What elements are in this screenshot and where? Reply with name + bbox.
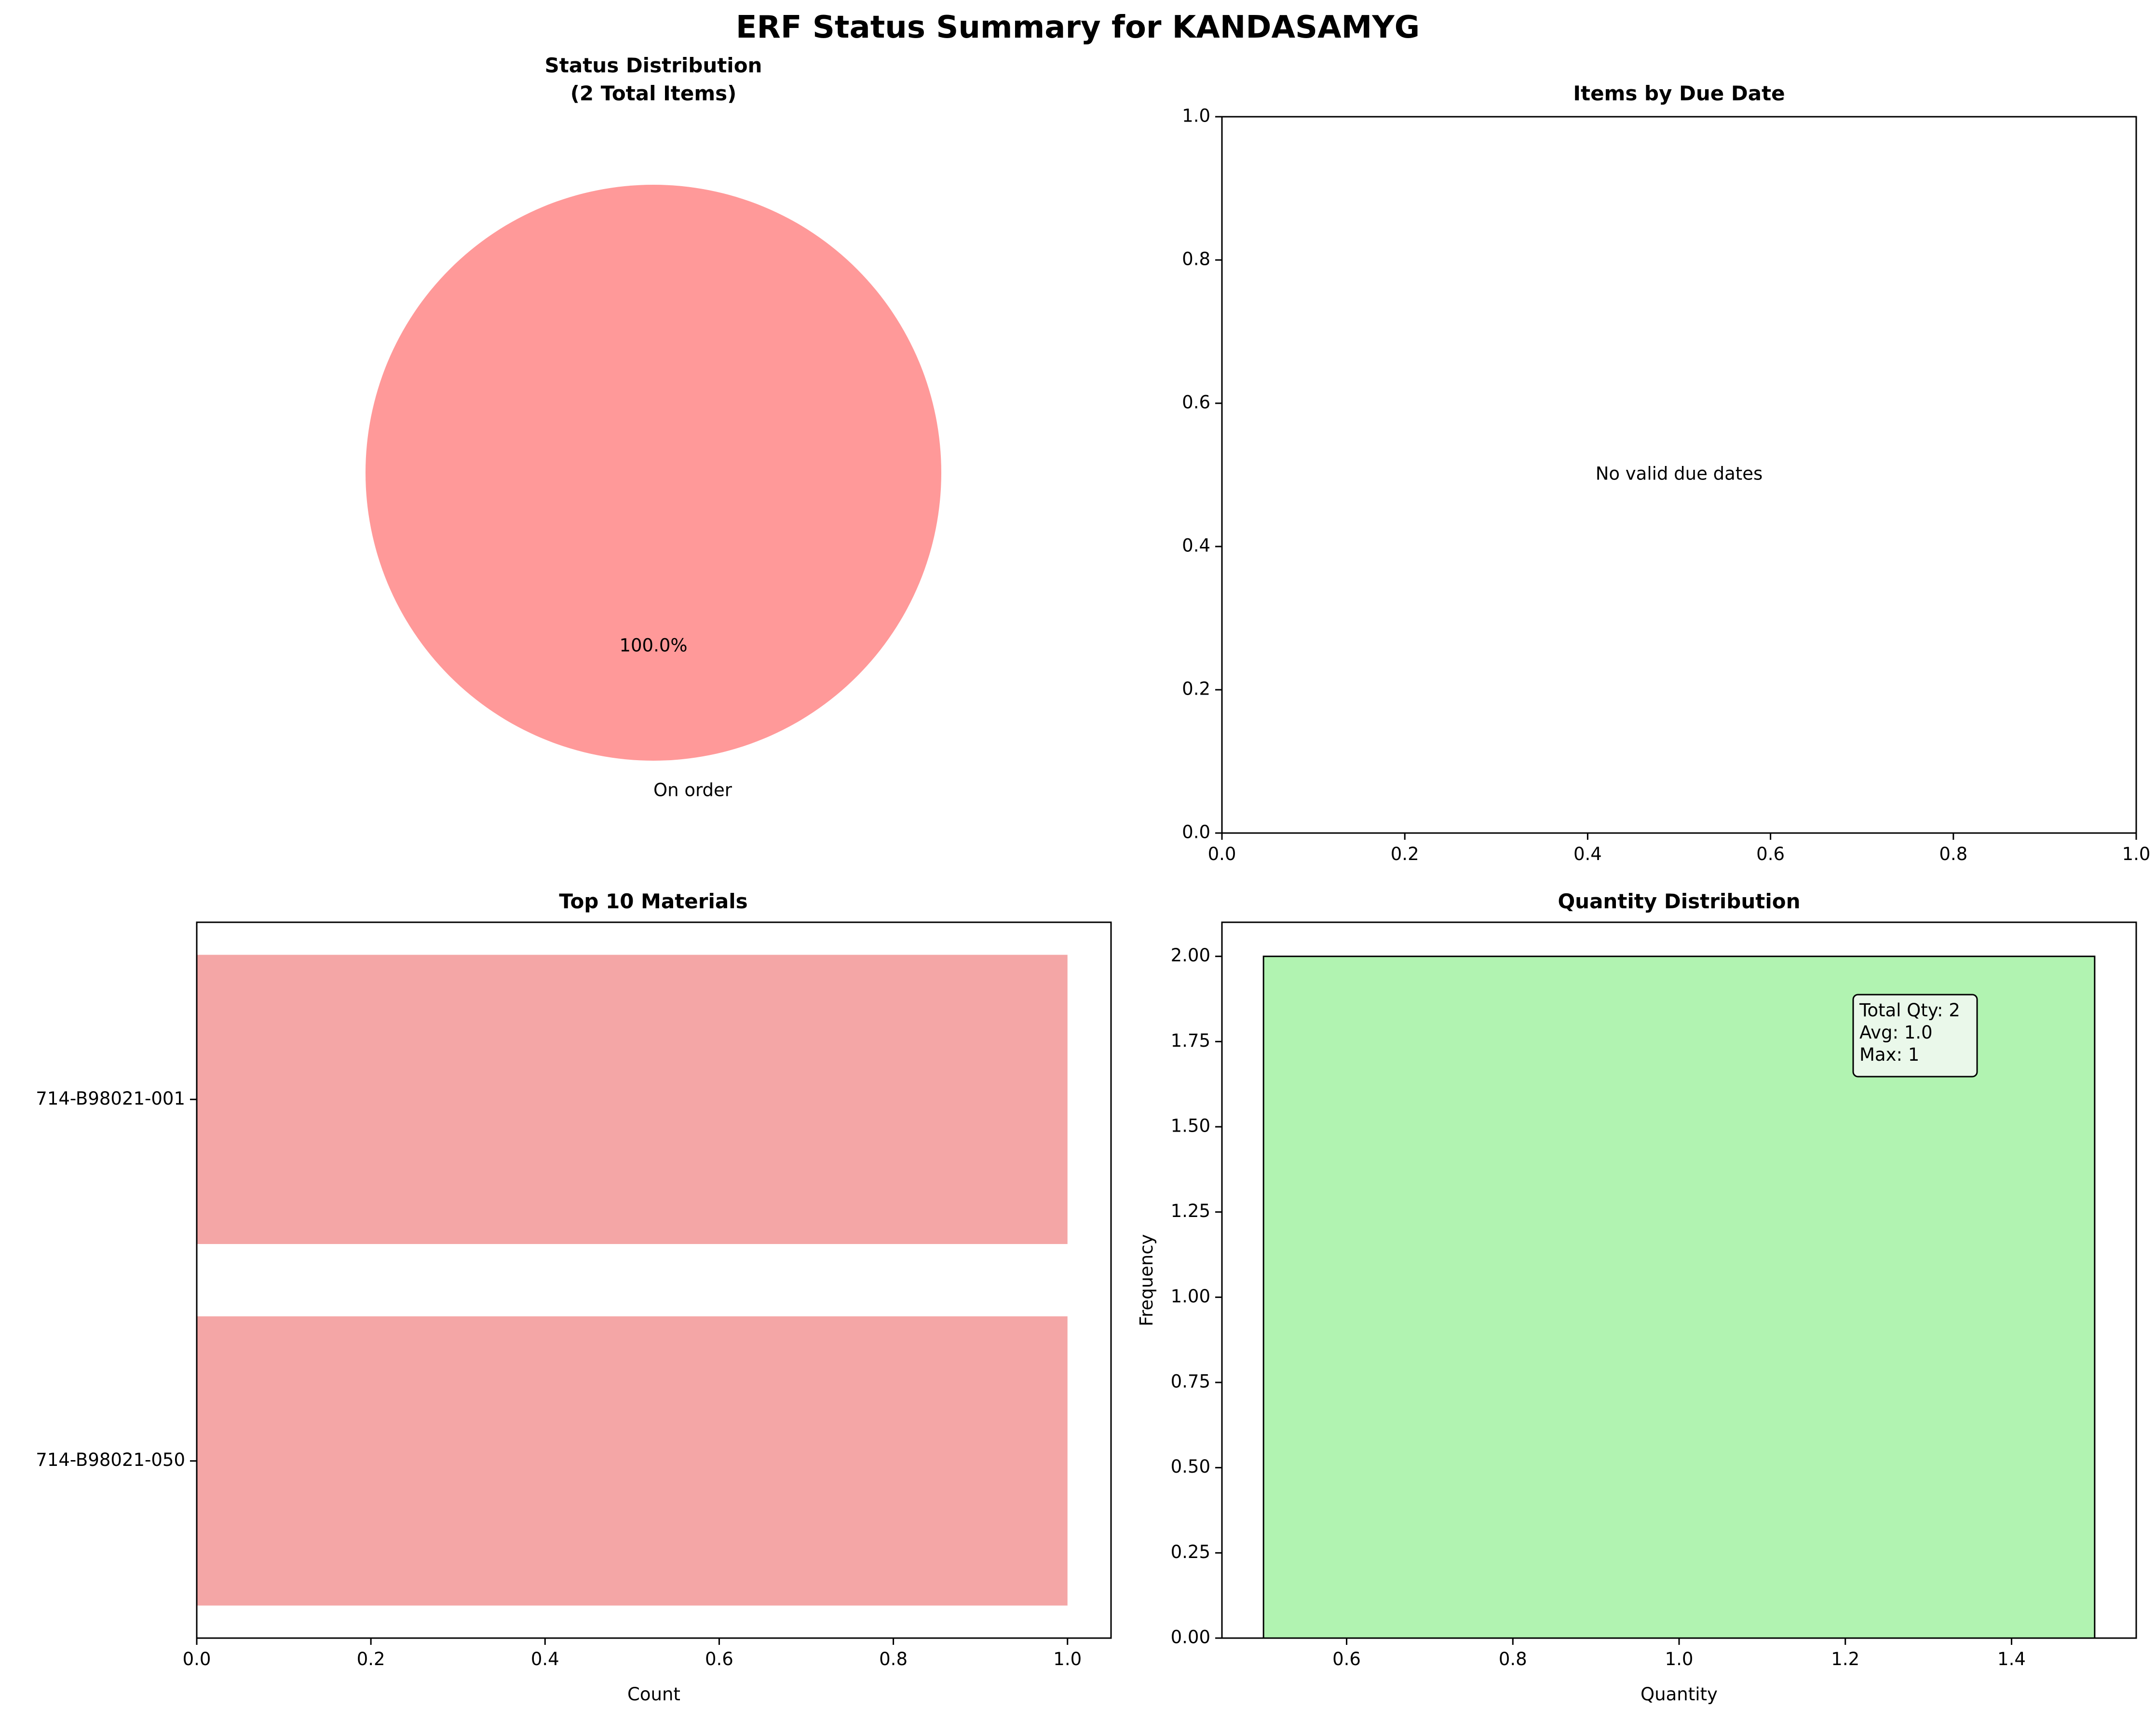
x-tick-label: 1.4 <box>1997 1649 2026 1669</box>
materials-x-ticks: 0.0 0.2 0.4 0.6 0.8 1.0 <box>183 1638 1082 1669</box>
y-tick-label: 0.25 <box>1171 1542 1210 1562</box>
materials-x-axis-label: Count <box>627 1684 680 1705</box>
x-tick-label: 0.2 <box>357 1649 385 1669</box>
quantity-x-axis-label: Quantity <box>1641 1684 1718 1705</box>
due-date-y-ticks: 0.0 0.2 0.4 0.6 0.8 1.0 <box>1182 106 1222 843</box>
y-tick-label: 0.8 <box>1182 249 1210 270</box>
figure-suptitle: ERF Status Summary for KANDASAMYG <box>736 10 1420 45</box>
pie-slice-label: On order <box>653 780 732 801</box>
material-bar <box>197 1316 1068 1606</box>
x-tick-label: 0.2 <box>1391 844 1419 864</box>
materials-axes <box>196 921 1112 1639</box>
x-tick-label: 0.6 <box>1332 1649 1361 1669</box>
y-tick-label: 0.2 <box>1182 679 1210 699</box>
due-date-panel: Items by Due Date No valid due dates 0.0… <box>1182 82 2150 864</box>
stats-total-qty: Total Qty: 2 <box>1859 1000 1960 1021</box>
x-tick-label: 1.0 <box>1053 1649 1082 1669</box>
y-tick-label: 1.00 <box>1171 1286 1210 1307</box>
quantity-x-ticks: 0.6 0.8 1.0 1.2 1.4 <box>1332 1638 2026 1669</box>
x-tick-label: 0.8 <box>1939 844 1967 864</box>
pie-subtitle: (2 Total Items) <box>570 82 737 105</box>
due-date-axes <box>1221 116 2137 834</box>
top-materials-panel: Top 10 Materials 0.0 0.2 0.4 0.6 0.8 1.0 714-… <box>36 889 1112 1705</box>
status-distribution-panel: Status Distribution (2 Total Items) 100.… <box>366 54 941 801</box>
y-tick-label: 1.0 <box>1182 106 1210 126</box>
x-tick-label: 0.8 <box>879 1649 908 1669</box>
x-tick-label: 0.0 <box>1208 844 1236 864</box>
material-category-label: 714-B98021-050 <box>36 1449 185 1470</box>
x-tick-label: 0.4 <box>1573 844 1602 864</box>
y-tick-label: 0.00 <box>1171 1627 1210 1648</box>
y-tick-label: 1.75 <box>1171 1030 1210 1051</box>
quantity-y-axis-label: Frequency <box>1136 1234 1157 1326</box>
material-bar <box>197 955 1068 1244</box>
due-date-title: Items by Due Date <box>1573 82 1785 105</box>
x-tick-label: 1.2 <box>1831 1649 1859 1669</box>
materials-title: Top 10 Materials <box>559 889 747 913</box>
y-tick-label: 0.0 <box>1182 822 1210 843</box>
y-tick-label: 0.6 <box>1182 392 1210 413</box>
x-tick-label: 0.0 <box>183 1649 211 1669</box>
stats-box-background <box>1852 994 1978 1078</box>
x-tick-label: 0.4 <box>531 1649 559 1669</box>
quantity-y-ticks: 0.00 0.25 0.50 0.75 1.00 1.25 1.50 1.75 2.00 <box>1171 945 1222 1648</box>
materials-bars <box>197 955 1068 1606</box>
y-tick-label: 0.50 <box>1171 1456 1210 1477</box>
quantity-title: Quantity Distribution <box>1558 889 1800 913</box>
y-tick-label: 0.75 <box>1171 1371 1210 1392</box>
x-tick-label: 1.0 <box>1665 1649 1694 1669</box>
x-tick-label: 0.8 <box>1499 1649 1527 1669</box>
y-tick-label: 2.00 <box>1171 945 1210 966</box>
stats-max: Max: 1 <box>1859 1044 1919 1065</box>
stats-avg: Avg: 1.0 <box>1859 1022 1933 1043</box>
quantity-stats-box: Total Qty: 2 Avg: 1.0 Max: 1 <box>1852 994 1978 1078</box>
pie-slice-percent-label: 100.0% <box>619 635 687 656</box>
material-category-label: 714-B98021-001 <box>36 1088 185 1109</box>
materials-y-ticks: 714-B98021-001 714-B98021-050 <box>36 1088 197 1470</box>
y-tick-label: 1.25 <box>1171 1201 1210 1221</box>
quantity-distribution-panel: Quantity Distribution 0.6 0.8 1.0 1.2 1.4 0.… <box>1136 889 2137 1705</box>
x-tick-label: 0.6 <box>1756 844 1785 864</box>
y-tick-label: 0.4 <box>1182 535 1210 556</box>
due-date-x-ticks: 0.0 0.2 0.4 0.6 0.8 1.0 <box>1208 833 2151 864</box>
x-tick-label: 0.6 <box>705 1649 733 1669</box>
y-tick-label: 1.50 <box>1171 1116 1210 1136</box>
x-tick-label: 1.0 <box>2122 844 2151 864</box>
pie-title: Status Distribution <box>545 54 762 77</box>
pie-slice-on-order <box>366 185 941 761</box>
no-due-dates-message: No valid due dates <box>1596 464 1763 484</box>
